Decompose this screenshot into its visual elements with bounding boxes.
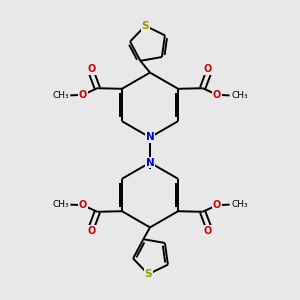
Text: O: O — [88, 64, 96, 74]
Text: O: O — [79, 90, 87, 100]
Text: CH₃: CH₃ — [52, 200, 69, 209]
Text: CH₃: CH₃ — [52, 91, 69, 100]
Text: O: O — [204, 64, 212, 74]
Text: O: O — [204, 226, 212, 236]
Text: N: N — [146, 132, 154, 142]
Text: CH₃: CH₃ — [231, 91, 248, 100]
Text: S: S — [145, 269, 152, 279]
Text: O: O — [79, 200, 87, 210]
Text: S: S — [142, 21, 149, 31]
Text: O: O — [88, 226, 96, 236]
Text: CH₃: CH₃ — [231, 200, 248, 209]
Text: O: O — [213, 90, 221, 100]
Text: N: N — [146, 158, 154, 168]
Text: O: O — [213, 200, 221, 210]
